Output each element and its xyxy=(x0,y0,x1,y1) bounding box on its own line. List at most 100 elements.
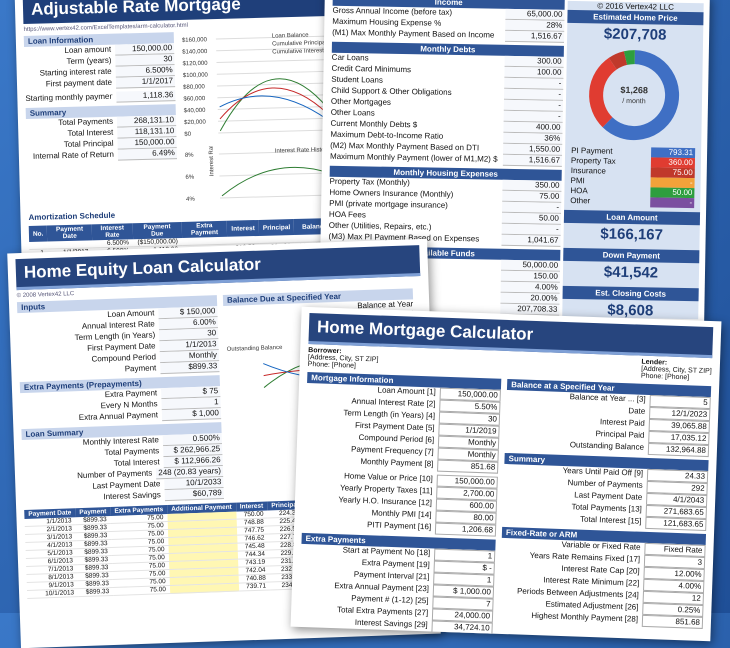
donut-segment xyxy=(589,57,617,128)
legend-name: HOA xyxy=(570,185,588,196)
field-label: Starting monthly payment xyxy=(25,91,113,104)
donut-segment xyxy=(608,51,628,70)
box-value: $166,167 xyxy=(600,225,664,244)
section: Fixed-Rate or ARM Variable or Fixed Rate F… xyxy=(499,526,707,629)
legend-name: Other xyxy=(570,195,591,206)
curve xyxy=(221,166,330,197)
field-value: 1,118.36 xyxy=(116,90,176,103)
table-cell xyxy=(169,583,239,594)
y-tick-label: $60,000 xyxy=(183,96,206,103)
field-label: Maximum Monthly Payment (lower of M1,M2)… xyxy=(329,151,498,164)
y-tick-label: $20,000 xyxy=(184,120,207,127)
table-cell: 739.71 xyxy=(238,581,271,592)
curve xyxy=(219,95,329,121)
column: Inputs Loan Amount $ 150,000 Annual Interes… xyxy=(16,295,224,506)
legend-name: PI Payment xyxy=(571,145,613,156)
field-value: 1,516.67 xyxy=(502,154,563,167)
y-tick-label: $40,000 xyxy=(184,108,207,115)
sheet: Home Mortgage Calculator Borrower: [Addres… xyxy=(290,306,722,642)
donut-chart: $1,268 / month xyxy=(589,50,680,141)
table-cell: 75.00 xyxy=(113,585,171,596)
field-value: 6.49% xyxy=(117,148,178,161)
grid-line xyxy=(218,129,331,134)
party: Lender: [Address, City, ST ZIP] Phone: [Ph… xyxy=(641,359,712,382)
donut-segment xyxy=(602,50,680,141)
field-value: 132,964.88 xyxy=(647,442,710,458)
party: Borrower: [Address, City, ST ZIP] Phone: [… xyxy=(308,347,379,370)
section: Home Value or Price [10] 150,000.00 Yearly… xyxy=(302,470,498,537)
legend-label: Loan Balance xyxy=(272,33,310,40)
donut-center: $1,268 xyxy=(620,85,648,95)
grid-line xyxy=(219,172,332,177)
grid-line xyxy=(216,59,329,63)
field-value: 851.68 xyxy=(437,459,499,474)
column: Balance at a Specified Year Balance at Ye… xyxy=(498,378,712,641)
legend-label: Cumulative Interest xyxy=(272,48,324,55)
field-value: 1,041.67 xyxy=(501,234,561,247)
section: Starting monthly payment 1,118.36 xyxy=(25,90,176,105)
section: Loan Information Loan amount 150,000.00 Ter… xyxy=(23,32,176,91)
grid-line xyxy=(216,70,329,75)
curve xyxy=(219,78,329,132)
column-header: Interest xyxy=(227,219,260,237)
field-value: 121,683.65 xyxy=(645,516,707,532)
field-value: 1,206.68 xyxy=(434,522,497,537)
column-header: Payment Date xyxy=(47,224,93,242)
section: Monthly Housing Expenses Property Tax (Mo… xyxy=(328,165,562,247)
legend-name: PMI xyxy=(570,175,585,186)
y-tick-label: 6% xyxy=(185,175,194,181)
section: Extra Payments Start at Payment No [18] 1 E… xyxy=(299,532,496,635)
legend-name: Insurance xyxy=(570,165,606,176)
section: Summary Total Payments 268,131.10 Total Int… xyxy=(25,104,178,163)
y-tick-label: 4% xyxy=(186,197,195,203)
legend-label: Cumulative Principal xyxy=(272,40,327,47)
section: Loan Summary Monthly Interest Rate 0.500% T… xyxy=(21,422,224,506)
grid-line xyxy=(220,194,333,199)
data-table: Payment Date Payment Extra Payments Additio… xyxy=(24,500,306,599)
y-tick-label: $100,000 xyxy=(183,72,209,79)
field-label: Internal Rate of Return xyxy=(32,149,114,161)
columns: Loan Information Loan amount 150,000.00 Ter… xyxy=(23,28,335,213)
section: Income Gross Annual Income (before tax) 65… xyxy=(332,0,565,43)
y-tick-label: Outstanding Balance xyxy=(227,345,284,353)
y-tick-label: 8% xyxy=(185,153,194,159)
summary-panel: © 2016 Vertex42 LLC Estimated Home Price $… xyxy=(562,0,704,325)
footer-label: Interest Rate History xyxy=(494,639,563,642)
y-tick-label: $80,000 xyxy=(183,84,206,91)
section: 8% 6% 4% Interest Rate History Interest Rate xyxy=(183,141,335,209)
column-header: No. xyxy=(28,225,48,242)
sheet: Adjustable Rate Mortgage https://www.vert… xyxy=(14,0,344,259)
y-tick-label: $0 xyxy=(184,132,191,138)
donut-segment xyxy=(623,50,635,65)
axis-title: Interest Rate xyxy=(209,143,216,176)
field-value: 1/1/2017 xyxy=(115,76,176,89)
table-cell: $899.33 xyxy=(77,587,114,597)
grid-line xyxy=(217,106,330,110)
grid-line xyxy=(215,35,328,40)
section: Balance at a Specified Year Balance at Ye… xyxy=(505,378,712,458)
field-value: $899.33 xyxy=(160,361,220,375)
grid-line xyxy=(216,47,329,52)
column: $160,000 $140,000 $120,000 $100,000 $80,000 $… xyxy=(180,28,335,209)
field-value: 1,516.67 xyxy=(505,30,565,43)
chart: $160,000 $140,000 $120,000 $100,000 $80,000 $… xyxy=(182,33,331,138)
legend-item: Other - xyxy=(564,195,700,209)
sheet: Income Gross Annual Income (before tax) 65… xyxy=(319,0,710,326)
curve xyxy=(219,87,329,120)
field-row: Starting monthly payment 1,118.36 xyxy=(25,90,176,105)
y-tick-label: $120,000 xyxy=(182,61,208,68)
legend-label: Interest Rate History xyxy=(275,147,330,154)
table-cell: 10/1/2013 xyxy=(27,588,79,599)
grid-line xyxy=(218,117,331,122)
legend-value: - xyxy=(650,197,695,209)
grid-line xyxy=(218,150,331,155)
home-price: $207,708 xyxy=(603,25,667,44)
section: $160,000 $140,000 $120,000 $100,000 $80,000 $… xyxy=(180,28,333,144)
column: Loan Information Loan amount 150,000.00 Ter… xyxy=(23,32,179,213)
grid-line xyxy=(217,82,330,87)
field-value: 851.68 xyxy=(641,614,704,629)
chart: 8% 6% 4% Interest Rate History Interest Rate xyxy=(185,141,333,203)
donut-center-sub: / month xyxy=(622,98,646,105)
section: Monthly Debts Car Loans 300.00 Credit Card … xyxy=(329,41,564,167)
